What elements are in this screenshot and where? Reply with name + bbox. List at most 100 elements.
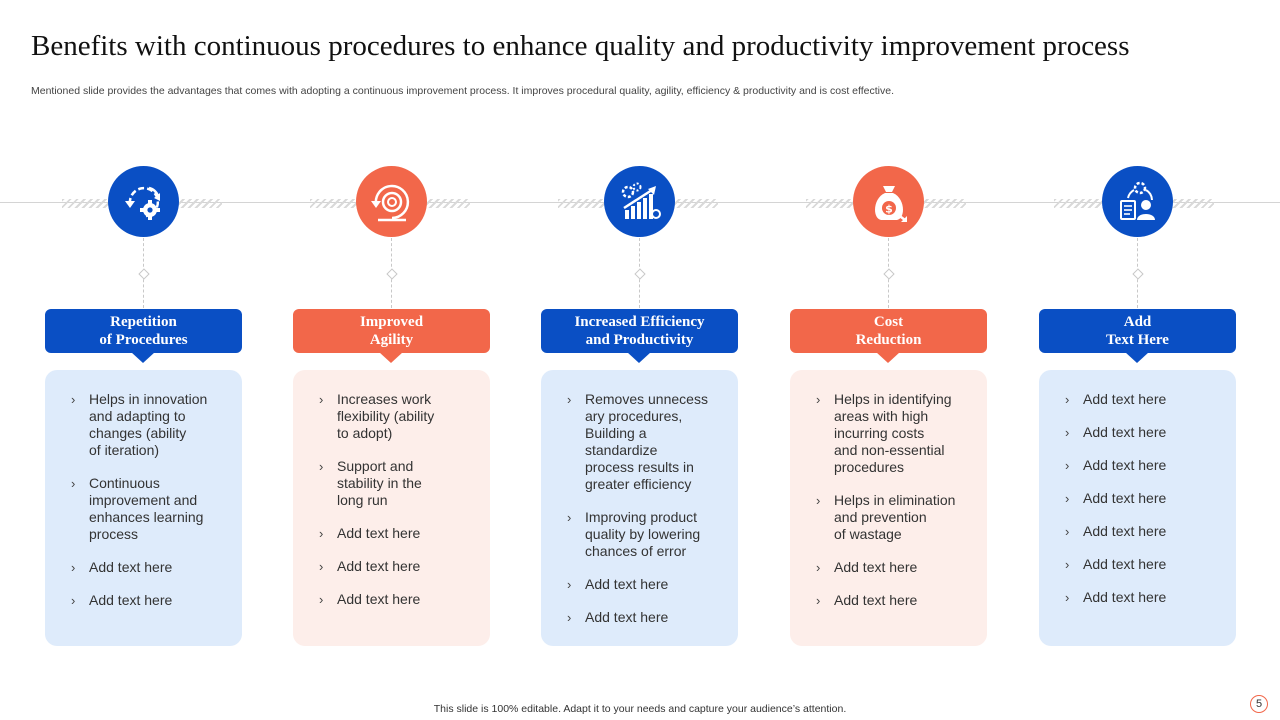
benefit-column-repetition: Repetition of Procedures › Helps in innov… [45,0,242,720]
heading-pointer [379,352,403,363]
chevron-right-icon: › [1065,458,1070,473]
chevron-right-icon: › [319,459,324,474]
list-item-text: Add text here [1083,589,1167,605]
chevron-right-icon: › [71,476,76,491]
footer-note: This slide is 100% editable. Adapt it to… [433,703,847,715]
list-item-text: Add text here [337,525,421,541]
benefit-column-agility: Improved Agility › Increases work flexibi… [293,0,490,720]
list-item: › Support and stability in the long run [319,458,480,509]
connector-diamond [634,268,646,280]
list-item-text: Add text here [1083,391,1167,407]
list-item-text: Add text here [337,591,421,607]
benefit-column-efficiency: Increased Efficiency and Productivity › R… [541,0,738,720]
list-item: › Helps in innovation and adapting to cha… [71,391,232,459]
cycle-gear-icon [108,166,179,237]
list-item-text: Add text here [585,576,669,592]
list-item: › Add text here [816,592,977,609]
list-item: › Add text here [1065,391,1226,408]
chevron-right-icon: › [71,560,76,575]
list-item: › Continuous improvement and enhances lea… [71,475,232,543]
growth-chart-gear-icon [604,166,675,237]
benefit-details: › Helps in identifying areas with high in… [790,370,987,646]
benefit-details: › Increases work flexibility (ability to … [293,370,490,646]
chevron-right-icon: › [816,493,821,508]
slide-subtitle: Mentioned slide provides the advantages … [31,85,895,97]
chevron-right-icon: › [319,592,324,607]
list-item-text: Add text here [89,592,173,608]
list-item: › Add text here [319,591,480,608]
list-item-text: Add text here [89,559,173,575]
team-process-icon [1102,166,1173,237]
connector-diamond [138,268,150,280]
agility-cycle-icon [356,166,427,237]
list-item-text: Helps in innovation and adapting to chan… [89,391,208,458]
list-item-text: Improving product quality by lowering ch… [585,509,701,559]
chevron-right-icon: › [1065,590,1070,605]
chevron-right-icon: › [567,610,572,625]
benefit-heading: Add Text Here [1039,309,1236,353]
list-item-text: Increases work flexibility (ability to a… [337,391,435,441]
list-item-text: Add text here [1083,523,1167,539]
chevron-right-icon: › [1065,491,1070,506]
chevron-right-icon: › [1065,425,1070,440]
list-item: › Add text here [1065,424,1226,441]
list-item-text: Add text here [585,609,669,625]
list-item-text: Support and stability in the long run [337,458,422,508]
chevron-right-icon: › [567,392,572,407]
chevron-right-icon: › [71,392,76,407]
connector-diamond [883,268,895,280]
list-item: › Add text here [1065,457,1226,474]
list-item-text: Helps in elimination and prevention of w… [834,492,956,542]
chevron-right-icon: › [816,560,821,575]
connector-diamond [386,268,398,280]
page-number: 5 [1250,695,1268,713]
list-item: › Improving product quality by lowering c… [567,509,728,560]
benefit-column-cost: $ Cost Reduction › Helps in identifying a… [790,0,987,720]
list-item: › Helps in identifying areas with high in… [816,391,977,476]
benefit-heading: Repetition of Procedures [45,309,242,353]
list-item-text: Removes unnecess ary procedures, Buildin… [585,391,708,492]
chevron-right-icon: › [1065,557,1070,572]
benefit-heading: Improved Agility [293,309,490,353]
list-item: › Add text here [1065,490,1226,507]
heading-pointer [1125,352,1149,363]
list-item-text: Add text here [1083,490,1167,506]
chevron-right-icon: › [567,510,572,525]
chevron-right-icon: › [816,392,821,407]
list-item-text: Add text here [834,592,918,608]
list-item: › Add text here [319,558,480,575]
chevron-right-icon: › [1065,392,1070,407]
list-item-text: Add text here [337,558,421,574]
list-item: › Add text here [1065,589,1226,606]
heading-pointer [876,352,900,363]
list-item-text: Add text here [1083,424,1167,440]
list-item-text: Helps in identifying areas with high inc… [834,391,952,475]
benefit-details: › Add text here › Add text here › Add text … [1039,370,1236,646]
chevron-right-icon: › [71,593,76,608]
list-item: › Helps in elimination and prevention of … [816,492,977,543]
chevron-right-icon: › [319,392,324,407]
benefit-heading: Cost Reduction [790,309,987,353]
svg-text:$: $ [885,202,893,215]
chevron-right-icon: › [319,526,324,541]
heading-pointer [627,352,651,363]
list-item: › Increases work flexibility (ability to … [319,391,480,442]
benefit-details: › Helps in innovation and adapting to cha… [45,370,242,646]
chevron-right-icon: › [816,593,821,608]
benefit-heading: Increased Efficiency and Productivity [541,309,738,353]
list-item-text: Continuous improvement and enhances lear… [89,475,204,542]
chevron-right-icon: › [567,577,572,592]
chevron-right-icon: › [319,559,324,574]
list-item-text: Add text here [1083,556,1167,572]
list-item: › Add text here [71,559,232,576]
money-bag-icon: $ [853,166,924,237]
list-item: › Add text here [71,592,232,609]
benefit-column-add-text: Add Text Here › Add text here › Add text h… [1039,0,1236,720]
list-item: › Add text here [1065,556,1226,573]
list-item: › Add text here [1065,523,1226,540]
list-item: › Add text here [816,559,977,576]
list-item: › Add text here [567,576,728,593]
chevron-right-icon: › [1065,524,1070,539]
list-item-text: Add text here [1083,457,1167,473]
list-item: › Add text here [567,609,728,626]
